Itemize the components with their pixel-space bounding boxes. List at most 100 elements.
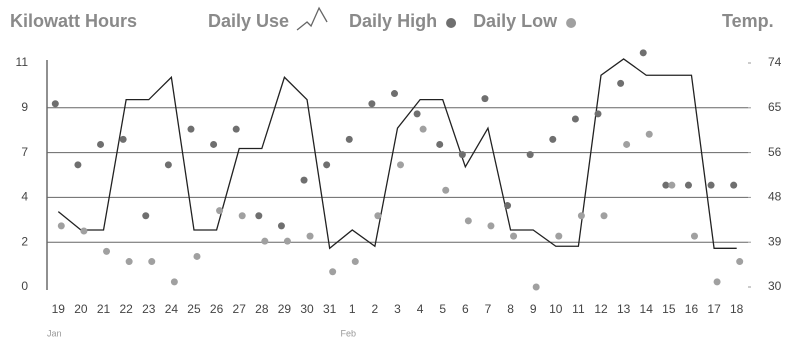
month-label: Jan xyxy=(47,328,62,338)
x-tick-label: 31 xyxy=(323,302,337,316)
temp-dot xyxy=(306,232,314,240)
temp-dot xyxy=(419,125,427,133)
x-tick-label: 18 xyxy=(730,302,744,316)
x-tick-label: 14 xyxy=(640,302,654,316)
temp-dot xyxy=(323,161,331,169)
temp-dot xyxy=(442,186,450,194)
temp-dot xyxy=(690,232,698,240)
x-tick-label: 21 xyxy=(97,302,111,316)
x-tick-label: 20 xyxy=(74,302,88,316)
temp-dot xyxy=(74,161,82,169)
temp-dot xyxy=(600,212,608,220)
temp-dot xyxy=(639,49,647,57)
temp-dot xyxy=(142,212,150,220)
x-tick-label: 2 xyxy=(372,302,379,316)
y-tick-label: 7 xyxy=(21,145,28,159)
y-tick-label: 9 xyxy=(21,100,28,114)
temp-dot xyxy=(103,247,111,255)
x-tick-label: 24 xyxy=(165,302,179,316)
temp-dot xyxy=(594,110,602,118)
temp-dot xyxy=(397,161,404,169)
temp-dot xyxy=(713,278,721,286)
month-label: Feb xyxy=(341,328,357,338)
x-tick-label: 4 xyxy=(417,302,424,316)
temp-dot xyxy=(51,100,59,108)
x-tick-label: 6 xyxy=(462,302,469,316)
temp-dot xyxy=(261,237,269,245)
temp-dot xyxy=(436,140,444,148)
legend-dot xyxy=(446,18,457,28)
x-tick-label: 26 xyxy=(210,302,224,316)
temp-dot xyxy=(170,278,178,286)
temp-dot xyxy=(464,217,472,225)
temp-dot xyxy=(238,212,246,220)
y2-tick-label: 74 xyxy=(768,55,782,69)
temp-dot xyxy=(526,151,534,159)
y2-tick-label: 39 xyxy=(768,234,782,248)
temp-dot xyxy=(413,110,421,118)
temp-dot xyxy=(351,258,359,266)
temp-dot xyxy=(555,232,563,240)
x-tick-label: 30 xyxy=(300,302,314,316)
x-tick-label: 25 xyxy=(187,302,201,316)
temp-dot xyxy=(80,227,88,235)
temp-dot xyxy=(668,181,676,189)
x-tick-label: 13 xyxy=(617,302,631,316)
temp-dot xyxy=(391,90,398,98)
temp-dot xyxy=(374,212,382,220)
right-axis-title: Temp. xyxy=(722,11,774,31)
x-tick-label: 7 xyxy=(485,302,492,316)
temp-dot xyxy=(623,140,631,148)
x-tick-label: 9 xyxy=(530,302,537,316)
temp-dot xyxy=(684,181,692,189)
temp-dot xyxy=(707,181,715,189)
temp-dot xyxy=(458,151,466,159)
temp-dot xyxy=(736,258,744,266)
y-tick-label: 11 xyxy=(16,55,29,69)
x-tick-label: 11 xyxy=(572,302,585,316)
temp-dot xyxy=(300,176,308,184)
temp-dot xyxy=(481,95,489,103)
x-tick-label: 10 xyxy=(549,302,563,316)
x-tick-label: 16 xyxy=(685,302,699,316)
temp-dot xyxy=(119,135,127,143)
temp-dot xyxy=(232,125,240,133)
temp-dot xyxy=(487,222,495,230)
left-axis-title: Kilowatt Hours xyxy=(10,11,137,31)
legend-line-icon xyxy=(296,6,328,31)
temp-dot xyxy=(368,100,376,108)
temp-dot xyxy=(255,212,263,220)
x-tick-label: 3 xyxy=(394,302,401,316)
y-tick-label: 0 xyxy=(21,279,28,293)
x-tick-label: 8 xyxy=(507,302,514,316)
x-tick-label: 19 xyxy=(52,302,66,316)
temp-dot xyxy=(617,79,625,87)
legend-label: Daily Use xyxy=(208,11,289,31)
temp-dot xyxy=(148,258,156,266)
x-tick-label: 29 xyxy=(278,302,292,316)
temp-dot xyxy=(345,135,353,143)
x-tick-label: 27 xyxy=(233,302,247,316)
legend-label: Daily Low xyxy=(473,11,558,31)
x-tick-label: 28 xyxy=(255,302,269,316)
temp-dot xyxy=(549,135,557,143)
x-tick-label: 15 xyxy=(662,302,676,316)
temp-dot xyxy=(504,202,512,210)
x-tick-label: 12 xyxy=(594,302,608,316)
temp-dot xyxy=(571,115,579,123)
temp-dot xyxy=(532,283,540,291)
legend-label: Daily High xyxy=(349,11,437,31)
temp-dot xyxy=(125,258,133,266)
temp-dot xyxy=(329,268,337,276)
use-line xyxy=(57,58,737,250)
legend-dot xyxy=(566,18,577,28)
x-tick-label: 1 xyxy=(349,302,356,316)
temp-dot xyxy=(277,222,285,230)
y2-tick-label: 48 xyxy=(768,190,782,204)
x-tick-label: 5 xyxy=(439,302,446,316)
y-tick-label: 2 xyxy=(21,234,28,248)
temp-dot xyxy=(97,140,105,148)
temp-dot xyxy=(662,181,670,189)
temp-dot xyxy=(57,222,65,230)
